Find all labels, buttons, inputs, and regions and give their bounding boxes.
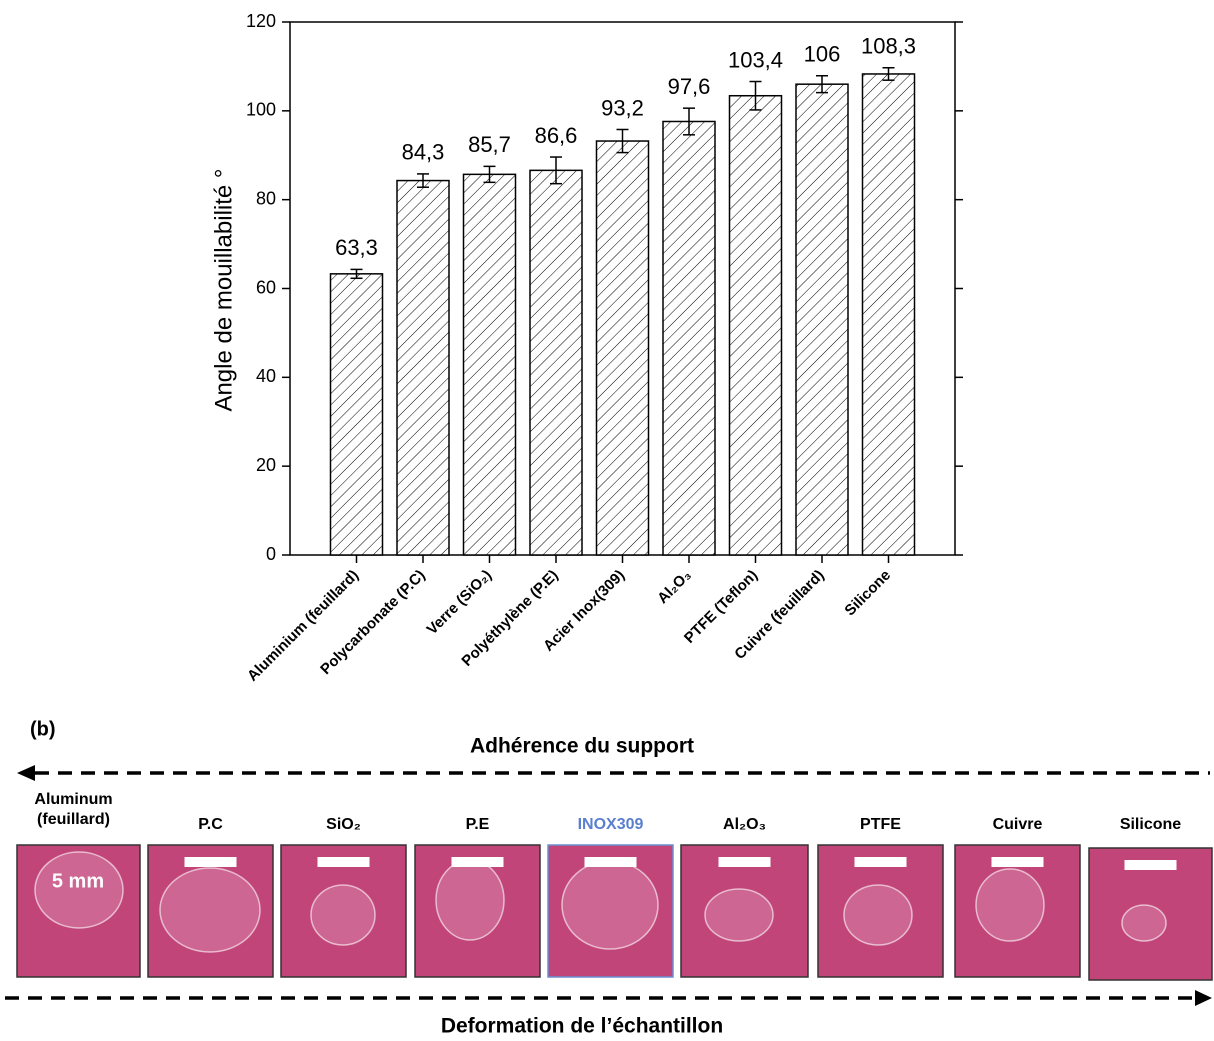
scale-bar: [584, 857, 637, 867]
scale-label: 5 mm: [52, 870, 104, 892]
y-tick-label: 20: [256, 455, 276, 475]
y-tick-label: 60: [256, 277, 276, 297]
bar: [861, 73, 916, 556]
value-label: 93,2: [601, 95, 644, 120]
value-label: 106: [804, 42, 841, 67]
sample-film: [435, 859, 505, 941]
sample-label: Al₂O₃: [723, 816, 766, 833]
scale-bar: [854, 857, 907, 867]
y-axis-label: Angle de mouillabilité °: [210, 168, 237, 411]
sample-film: [843, 884, 913, 946]
scale-bar: [317, 857, 370, 867]
bar: [329, 273, 384, 556]
sample-label: SiO₂: [326, 816, 361, 833]
y-tick-label: 120: [246, 11, 276, 31]
panel-label: (b): [30, 718, 56, 740]
value-label: 97,6: [668, 74, 711, 99]
x-tick-label: Aluminium (feuillard): [244, 567, 362, 685]
y-tick-label: 80: [256, 188, 276, 208]
sample-film: [159, 867, 261, 953]
sample-film: [975, 868, 1045, 942]
y-tick-label: 0: [266, 544, 276, 564]
bar: [795, 83, 849, 556]
arrow-label: Adhérence du support: [470, 735, 694, 758]
sample-film: [1121, 904, 1167, 942]
sample-label: Silicone: [1119, 816, 1182, 833]
bar: [595, 140, 650, 556]
sample-label: P.E: [465, 816, 490, 833]
sample-label: INOX309: [577, 816, 644, 833]
sample-label: P.C: [198, 816, 223, 833]
value-label: 84,3: [402, 140, 445, 165]
scale-bar: [184, 857, 237, 867]
scale-bar: [451, 857, 504, 867]
sample-film: [704, 888, 774, 942]
arrow-head: [17, 765, 35, 781]
value-label: 63,3: [335, 235, 378, 260]
bar: [396, 179, 450, 556]
sample-film: [561, 860, 659, 950]
sample-film: [34, 851, 124, 929]
value-label: 86,6: [535, 123, 578, 148]
arrow-label: Deformation de l’échantillon: [441, 1015, 723, 1038]
bar: [462, 173, 517, 556]
sample-label: PTFE: [860, 816, 901, 833]
arrow-head: [1195, 990, 1212, 1006]
scale-bar: [1124, 860, 1177, 870]
x-tick-label: Al₂O₃: [654, 567, 695, 608]
scale-bar: [991, 857, 1044, 867]
y-tick-label: 40: [256, 366, 276, 386]
y-tick-label: 100: [246, 100, 276, 120]
value-label: 85,7: [468, 132, 511, 157]
value-label: 103,4: [728, 47, 783, 72]
sample-label: Cuivre: [992, 816, 1043, 833]
x-tick-label: Verre (SiO₂): [424, 567, 496, 639]
bar: [662, 120, 716, 556]
scale-bar: [718, 857, 771, 867]
sample-photo: [16, 844, 141, 978]
bar: [728, 94, 783, 556]
x-tick-label: Silicone: [841, 567, 894, 620]
sample-label: Aluminum (feuillard): [34, 791, 113, 828]
sample-film: [310, 884, 376, 946]
value-label: 108,3: [861, 34, 916, 59]
bar: [529, 169, 583, 556]
